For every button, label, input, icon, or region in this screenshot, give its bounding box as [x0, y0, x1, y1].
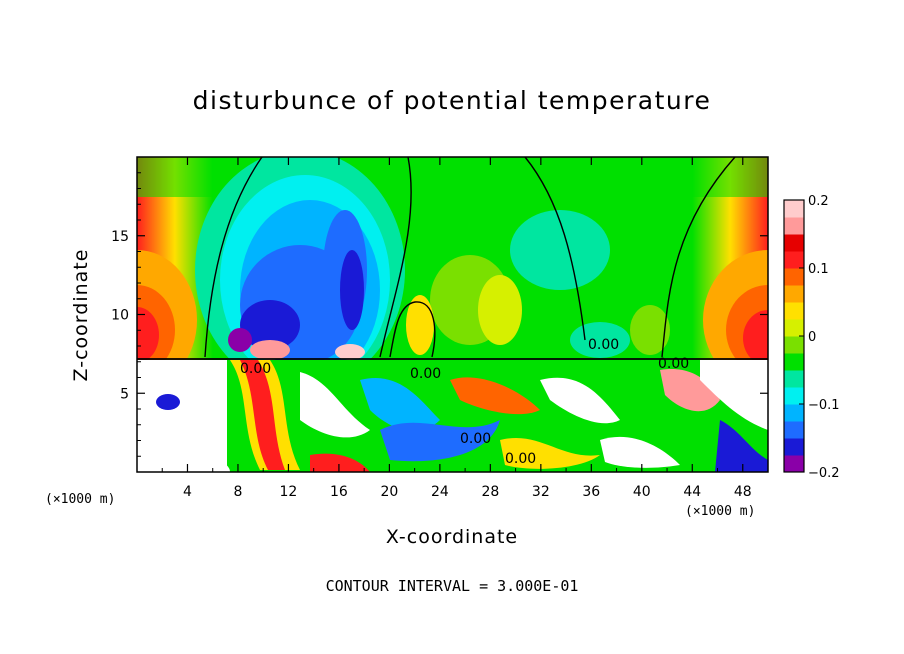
cold-plume-7 [340, 250, 364, 330]
colorbar-swatch [784, 200, 804, 218]
lower-swirl-12 [137, 440, 230, 472]
contour-label-group: 0.00 0.00 0.00 0.00 0.00 0.00 [240, 337, 689, 467]
colorbar-swatch [784, 404, 804, 422]
lower-swirl-2 [240, 360, 285, 470]
y-axis-label: Z-coordinate [70, 248, 92, 382]
lower-swirl-3 [300, 372, 370, 438]
lower-swirl-13 [310, 453, 370, 472]
lower-swirl-6 [450, 377, 540, 415]
chart-title: disturbunce of potential temperature [192, 86, 712, 115]
contour-line-4 [524, 156, 586, 341]
lower-white-right [700, 360, 768, 430]
contour-line-2 [379, 156, 412, 358]
contour-line-1 [204, 156, 263, 358]
colorbar-swatch [784, 234, 804, 252]
contour-label: 0.00 [505, 451, 536, 467]
colorbar-swatch [784, 455, 804, 473]
warm-lobe-left-core [137, 307, 159, 360]
x-tick-label: 16 [330, 484, 348, 500]
colorbar-swatch [784, 387, 804, 405]
contour-label: 0.00 [658, 356, 689, 372]
x-tick-label: 24 [431, 484, 449, 500]
x-tick-label: 12 [280, 484, 298, 500]
upper-field [137, 157, 768, 360]
y-tick-label: 5 [120, 386, 129, 402]
y-tick-label: 15 [111, 229, 129, 245]
x-tick-label: 40 [633, 484, 651, 500]
x-axis-label: X-coordinate [385, 526, 519, 548]
mid-teal-1 [510, 210, 610, 290]
warm-spot-1 [250, 340, 290, 360]
colorbar-swatch [784, 336, 804, 354]
mid-yellow-2 [406, 295, 434, 355]
x-tick-label: 32 [532, 484, 550, 500]
contour-line-3 [389, 301, 436, 358]
x-tick-label: 48 [734, 484, 752, 500]
x-tick-label: 8 [233, 484, 242, 500]
colorbar-swatch [784, 217, 804, 235]
warm-spot-2 [335, 344, 365, 360]
colorbar-swatch [784, 438, 804, 456]
lower-swirl-9 [600, 436, 680, 468]
lower-swirl-5 [380, 420, 500, 462]
lower-field [137, 360, 768, 472]
mid-teal-2 [570, 322, 630, 358]
x-unit-label-left: (×1000 m) [45, 492, 116, 507]
colorbar-swatch [784, 370, 804, 388]
lower-blue-blob [156, 394, 180, 410]
x-tick-label: 4 [183, 484, 192, 500]
colorbar-label: 0.2 [808, 194, 829, 209]
x-unit-label-right: (×1000 m) [685, 504, 756, 519]
contour-label: 0.00 [460, 431, 491, 447]
contour-lines [137, 156, 768, 360]
contour-label: 0.00 [410, 366, 441, 382]
colorbar-swatch [784, 353, 804, 371]
y-axis-ticks: 5 10 15 [111, 172, 768, 457]
colorbar-label: 0 [808, 330, 816, 345]
contour-label: 0.00 [588, 337, 619, 353]
lower-swirl-8 [540, 377, 620, 424]
cold-plume-6 [240, 300, 300, 350]
mid-green-2 [630, 305, 670, 355]
y-tick-label: 10 [111, 308, 129, 324]
contour-label: 0.00 [240, 361, 271, 377]
colorbar-label: −0.1 [808, 398, 840, 413]
colorbar-label: 0.1 [808, 262, 829, 277]
colorbar-label: −0.2 [808, 466, 840, 481]
contour-interval-footer: CONTOUR INTERVAL = 3.000E-01 [325, 577, 579, 595]
cold-plume-8 [228, 328, 252, 352]
colorbar-swatch [784, 421, 804, 439]
colorbar: 0.2 0.1 0 −0.1 −0.2 [783, 194, 840, 481]
colorbar-swatch [784, 285, 804, 303]
lower-swirl-11 [715, 420, 768, 472]
lower-swirl-4 [360, 378, 440, 431]
colorbar-swatch [784, 319, 804, 337]
colorbar-swatch [784, 268, 804, 286]
x-tick-label: 28 [481, 484, 499, 500]
colorbar-swatch [784, 302, 804, 320]
x-tick-label: 44 [683, 484, 701, 500]
x-tick-label: 36 [582, 484, 600, 500]
x-tick-label: 20 [380, 484, 398, 500]
lower-swirl-10 [660, 369, 720, 412]
warm-lobe-right-core [743, 310, 768, 360]
contour-line-5 [661, 156, 736, 358]
lower-swirl-7 [500, 437, 600, 469]
x-axis-ticks: 4 8 12 16 20 24 28 32 36 40 44 48 [161, 157, 752, 500]
mid-yellow-1 [478, 275, 522, 345]
colorbar-swatch [784, 251, 804, 269]
